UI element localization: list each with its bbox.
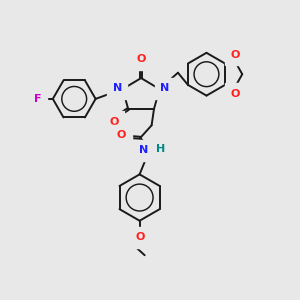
Text: O: O xyxy=(117,130,126,140)
Text: H: H xyxy=(156,143,165,154)
Text: O: O xyxy=(136,232,145,242)
Text: N: N xyxy=(160,83,170,93)
Text: O: O xyxy=(230,50,240,60)
Text: N: N xyxy=(113,83,122,93)
Text: O: O xyxy=(136,54,146,64)
Text: F: F xyxy=(34,94,41,104)
Text: N: N xyxy=(140,145,148,155)
Text: O: O xyxy=(230,89,240,99)
Text: O: O xyxy=(109,117,119,127)
